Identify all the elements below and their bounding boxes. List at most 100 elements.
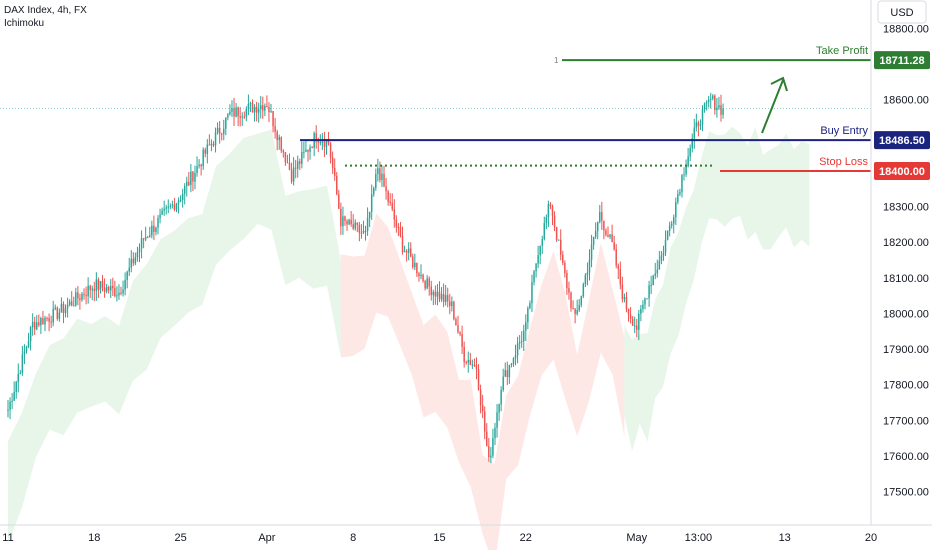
candle-body — [266, 105, 268, 108]
candle — [340, 202, 342, 235]
candle-body — [549, 204, 552, 207]
indicator-label[interactable]: Ichimoku — [4, 18, 45, 29]
candle-body — [331, 157, 334, 169]
candle — [465, 360, 467, 365]
candle-body — [605, 230, 607, 235]
candle-body — [594, 231, 597, 237]
candle — [642, 300, 644, 313]
x-tick-label: 18 — [88, 532, 100, 544]
candle-body — [202, 149, 204, 167]
candle-body — [241, 116, 243, 118]
candle — [325, 138, 328, 155]
candle — [420, 264, 422, 280]
candle — [650, 275, 652, 295]
candle-body — [625, 297, 628, 310]
candle-body — [722, 108, 724, 115]
candle-body — [270, 111, 272, 113]
candle — [25, 345, 28, 354]
candle-body — [192, 171, 194, 182]
candle-body — [235, 107, 237, 117]
candle — [658, 250, 661, 270]
candle — [393, 199, 396, 228]
candle — [89, 284, 91, 299]
candle — [202, 147, 204, 170]
candle-body — [712, 95, 714, 99]
candle — [654, 262, 656, 280]
candle — [518, 335, 521, 350]
candle-body — [691, 138, 693, 149]
candle — [56, 306, 59, 321]
x-tick-label: 25 — [174, 532, 186, 544]
candle — [500, 386, 502, 412]
candle-body — [50, 321, 52, 323]
candle — [114, 280, 116, 298]
candle-body — [196, 166, 198, 173]
candle-body — [239, 116, 241, 118]
candle-body — [122, 289, 124, 294]
candle-body — [126, 271, 128, 280]
candle-body — [303, 151, 305, 153]
candle-body — [578, 305, 580, 311]
candle — [333, 158, 336, 181]
level-marker: 1 — [554, 56, 559, 65]
candle-body — [338, 194, 340, 209]
candle-body — [323, 141, 326, 147]
candle — [233, 97, 235, 127]
candle-body — [716, 107, 718, 111]
candle — [235, 102, 237, 118]
price-tag-0: 18711.28 — [874, 51, 930, 70]
candle-body — [720, 105, 722, 115]
candle-body — [54, 307, 57, 309]
candle-body — [81, 293, 83, 300]
candle-body — [412, 256, 414, 268]
candle — [590, 234, 593, 268]
candle — [370, 184, 373, 220]
candle-body — [646, 298, 648, 300]
candle-body — [31, 321, 34, 328]
candle — [488, 437, 490, 462]
candle-body — [377, 168, 379, 174]
candle-body — [87, 285, 89, 297]
candle-body — [138, 248, 141, 253]
candle-body — [479, 389, 482, 406]
candle — [613, 235, 615, 251]
candle-body — [393, 209, 396, 220]
candle — [424, 279, 426, 291]
candle — [510, 362, 513, 368]
candle-body — [83, 293, 85, 296]
candle — [198, 159, 200, 169]
candle — [200, 163, 202, 176]
candle — [533, 269, 535, 286]
candles — [7, 92, 724, 464]
candle-body — [220, 133, 223, 135]
candle — [547, 200, 550, 227]
candle — [107, 285, 110, 294]
candle — [109, 279, 112, 299]
candle-body — [391, 203, 393, 210]
x-tick-label: May — [626, 532, 647, 544]
candle-body — [99, 281, 102, 290]
currency-label[interactable]: USD — [890, 7, 913, 19]
candle — [553, 211, 556, 232]
candle — [48, 313, 50, 332]
candle — [315, 125, 317, 149]
candle — [436, 284, 439, 306]
candle-body — [525, 322, 527, 331]
candle-body — [557, 239, 560, 241]
candle-body — [336, 175, 338, 195]
candle-body — [173, 204, 176, 210]
candle-body — [165, 207, 167, 209]
candle — [564, 260, 566, 278]
candle-body — [685, 166, 687, 175]
symbol-title[interactable]: DAX Index, 4h, FX — [4, 5, 87, 16]
trade-levels[interactable]: Take Profit 1 Buy Entry Stop Loss — [0, 45, 871, 172]
candle — [165, 204, 167, 215]
candle-body — [112, 285, 114, 289]
candle-body — [198, 164, 200, 167]
candle-body — [440, 293, 443, 300]
candle-body — [358, 224, 361, 233]
candle-body — [701, 109, 704, 125]
candle-body — [414, 262, 416, 268]
candle-body — [315, 133, 317, 142]
